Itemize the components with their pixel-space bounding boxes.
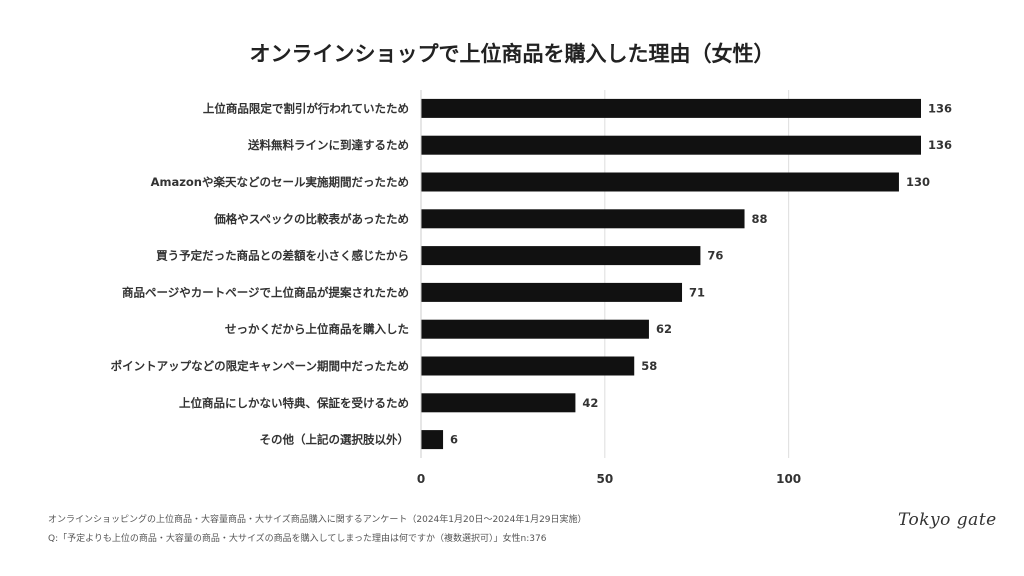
survey-source-note: オンラインショッピングの上位商品・大容量商品・大サイズ商品購入に関するアンケート…	[48, 515, 587, 525]
survey-question-note: Q:「予定よりも上位の商品・大容量の商品・大サイズの商品を購入してしまった理由は…	[48, 534, 547, 544]
x-tick-label: 100	[776, 472, 801, 486]
tokyo-gate-logo: Tokyo gate	[898, 510, 997, 530]
category-label: 買う予定だった商品との差額を小さく感じたから	[156, 249, 409, 263]
bar	[421, 393, 576, 413]
category-label: 価格やスペックの比較表があったため	[213, 212, 409, 226]
bar	[421, 356, 635, 376]
data-label: 136	[928, 101, 952, 115]
category-label: 商品ページやカートページで上位商品が提案されたため	[122, 285, 409, 299]
data-label: 88	[752, 212, 768, 226]
bar	[421, 430, 444, 450]
data-label: 76	[707, 249, 723, 263]
data-label: 62	[656, 322, 672, 336]
category-label: 送料無料ラインに到達するため	[247, 138, 409, 152]
bar	[421, 98, 921, 118]
bar	[421, 209, 745, 229]
data-label: 6	[450, 433, 458, 447]
bar	[421, 172, 899, 192]
bar	[421, 246, 701, 266]
data-label: 58	[641, 359, 657, 373]
chart-title: オンラインショップで上位商品を購入した理由（女性）	[249, 42, 775, 66]
data-label: 71	[689, 285, 705, 299]
category-label: せっかくだから上位商品を購入した	[225, 322, 409, 336]
bar	[421, 282, 683, 302]
data-label: 136	[928, 138, 952, 152]
category-label: ポイントアップなどの限定キャンペーン期間中だったため	[111, 359, 409, 373]
bar	[421, 135, 921, 155]
x-tick-label: 0	[417, 472, 425, 486]
category-label: 上位商品限定で割引が行われていたため	[203, 101, 409, 115]
category-label: 上位商品にしかない特典、保証を受けるため	[179, 396, 409, 410]
data-label: 130	[906, 175, 930, 189]
category-label: Amazonや楽天などのセール実施期間だったため	[151, 175, 409, 189]
x-tick-label: 50	[596, 472, 613, 486]
category-label: その他（上記の選択肢以外）	[260, 433, 410, 447]
bar	[421, 319, 649, 339]
data-label: 42	[582, 396, 598, 410]
